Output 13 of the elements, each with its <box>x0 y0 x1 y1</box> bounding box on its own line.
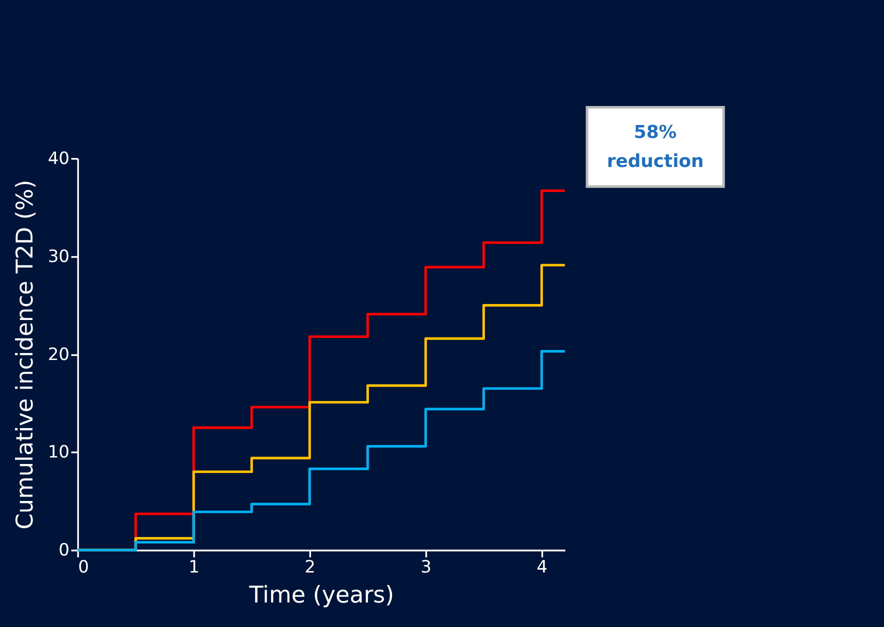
y-tick-label: 40 <box>48 148 70 169</box>
y-tick-label: 30 <box>48 246 70 267</box>
x-tick-label: 1 <box>188 558 200 578</box>
x-tick-label: 0 <box>78 558 89 578</box>
x-axis-title: Time (years) <box>248 582 394 609</box>
y-axis-title: Cumulative incidence T2D (%) <box>12 180 38 530</box>
y-tick-label: 10 <box>48 442 70 463</box>
x-tick-label: 3 <box>420 558 432 578</box>
x-tick-label: 4 <box>536 558 548 578</box>
x-tick-label: 2 <box>304 558 316 578</box>
y-tick-label: 20 <box>48 344 70 365</box>
y-tick-label: 0 <box>58 540 70 561</box>
text: 58% reduction <box>606 122 704 172</box>
